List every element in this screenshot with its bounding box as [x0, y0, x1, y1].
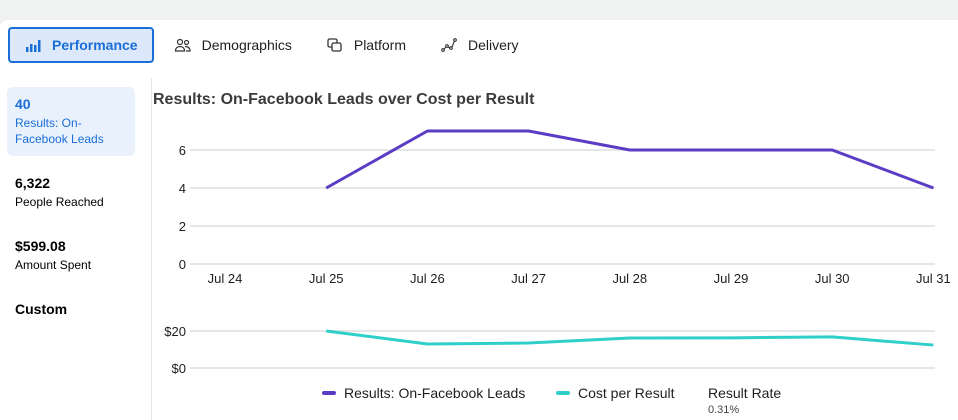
- tab-demographics[interactable]: Demographics: [160, 27, 306, 63]
- tab-bar: Performance Demographics Platform Delive…: [8, 27, 539, 63]
- metric-value: 6,322: [15, 175, 51, 191]
- legend-swatch: [556, 391, 570, 395]
- series-line-0: [325, 129, 934, 190]
- tab-label: Demographics: [201, 37, 292, 53]
- result-rate-value: 0.31%: [708, 404, 740, 416]
- metrics-sidebar: 40 Results: On-Facebook Leads 6,322 People…: [7, 87, 135, 339]
- tab-platform[interactable]: Platform: [312, 27, 420, 63]
- tab-label: Delivery: [467, 37, 519, 53]
- metric-label: People Reached: [15, 195, 104, 209]
- y-tick-label: 0: [179, 257, 186, 272]
- x-tick-label: Jul 26: [410, 271, 445, 286]
- x-tick-label: Jul 24: [208, 271, 243, 286]
- metric-label: Results: On-Facebook Leads: [15, 116, 104, 146]
- x-tick-label: Jul 29: [714, 271, 749, 286]
- x-tick-label: Jul 31: [916, 271, 951, 286]
- legend-results[interactable]: Results: On-Facebook Leads: [322, 385, 525, 401]
- legend-label: Cost per Result: [578, 385, 675, 401]
- legend-swatch: [322, 391, 336, 395]
- bar-chart-icon: [26, 40, 41, 52]
- metric-results[interactable]: 40 Results: On-Facebook Leads: [7, 87, 135, 156]
- metric-label: Amount Spent: [15, 258, 92, 272]
- y-tick-label: $0: [172, 361, 186, 376]
- people-icon: [174, 38, 191, 52]
- tab-delivery[interactable]: Delivery: [426, 27, 533, 63]
- metric-custom[interactable]: Custom: [7, 292, 135, 329]
- y-tick-label: 6: [179, 143, 186, 158]
- x-tick-label: Jul 27: [511, 271, 546, 286]
- tab-label: Platform: [353, 37, 406, 53]
- legend-label: Result Rate: [708, 385, 782, 401]
- metric-spent[interactable]: $599.08 Amount Spent: [7, 229, 135, 282]
- metric-value: 40: [15, 96, 31, 112]
- performance-card: [0, 20, 958, 420]
- legend-result-rate: Result Rate: [708, 385, 781, 401]
- series-line-1: [326, 329, 934, 347]
- delivery-icon: [441, 38, 457, 52]
- legend-cost[interactable]: Cost per Result: [556, 385, 674, 401]
- y-tick-label: 2: [179, 219, 186, 234]
- y-tick-label: $20: [164, 324, 186, 339]
- chart-title: Results: On-Facebook Leads over Cost per…: [153, 91, 535, 108]
- x-tick-label: Jul 25: [309, 271, 344, 286]
- x-tick-label: Jul 28: [612, 271, 647, 286]
- metric-reach[interactable]: 6,322 People Reached: [7, 166, 135, 219]
- divider: [151, 78, 152, 420]
- tab-performance[interactable]: Performance: [8, 27, 154, 63]
- metric-value: Custom: [15, 301, 68, 317]
- legend-label: Results: On-Facebook Leads: [344, 385, 526, 401]
- metric-value: $599.08: [15, 238, 66, 254]
- platform-icon: [327, 38, 342, 52]
- tab-label: Performance: [52, 37, 138, 53]
- y-tick-label: 4: [179, 181, 186, 196]
- x-tick-label: Jul 30: [815, 271, 850, 286]
